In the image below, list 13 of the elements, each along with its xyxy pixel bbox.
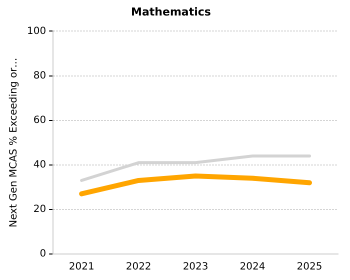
x-tick-label: 2024 [240,262,266,273]
y-tick-label: 100 [26,26,46,37]
y-axis-title: Next Gen MCAS % Exceeding or… [8,58,20,228]
x-tick-label: 2023 [182,262,208,273]
x-tick-label: 2022 [126,262,152,273]
x-tick-label: 2025 [296,262,322,273]
chart-title: Mathematics [131,5,212,18]
x-tick-label: 2021 [68,262,94,273]
y-tick-label: 40 [33,159,46,170]
y-tick-label: 20 [33,204,46,216]
y-tick-label: 80 [33,70,46,82]
y-tick-label: 60 [33,114,46,126]
y-tick-label: 0 [40,248,46,260]
